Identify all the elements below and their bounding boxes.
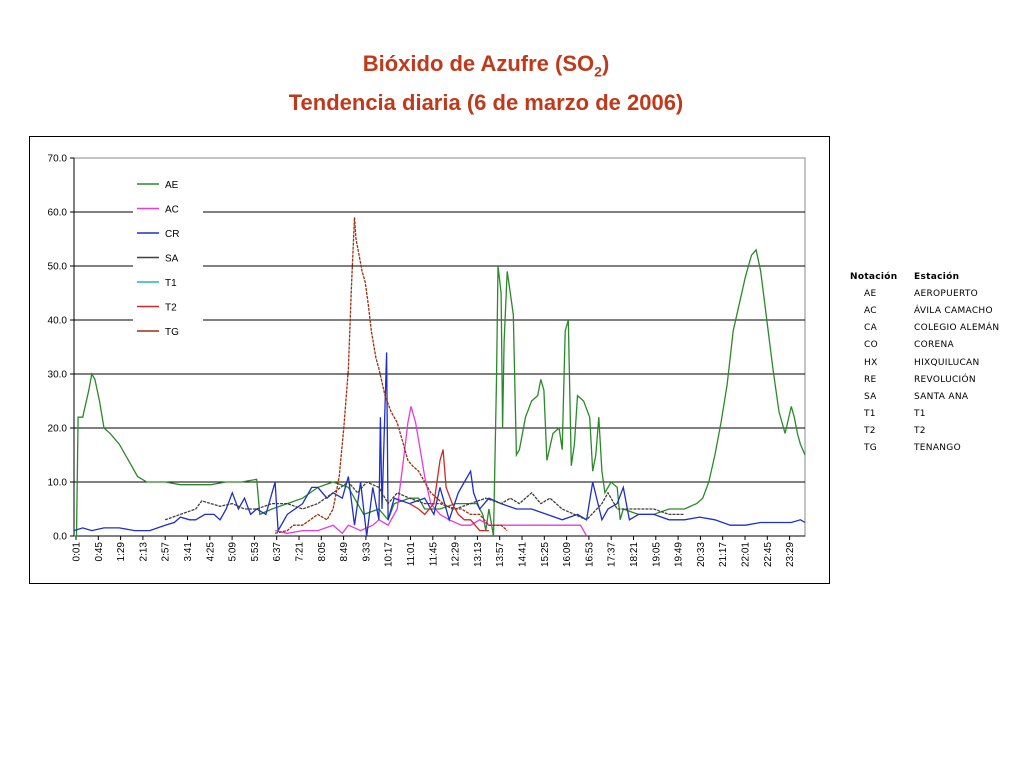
- x-tick-label: 5:53: [250, 542, 261, 562]
- x-tick-label: 9:33: [361, 542, 372, 562]
- station-code: T2: [864, 426, 876, 437]
- station-row: T2 T2: [850, 423, 1020, 440]
- station-code: HX: [864, 357, 878, 368]
- station-table: Notación Estación AE AEROPUERTO AC ÁVILA CA…: [850, 268, 1020, 457]
- x-tick-label: 11:45: [428, 542, 439, 567]
- x-tick-label: 0:01: [72, 542, 83, 562]
- station-name: SANTA ANA: [914, 391, 969, 402]
- legend-label: T1: [165, 278, 177, 289]
- station-code: AE: [864, 288, 877, 299]
- series-line-ac: [274, 406, 588, 537]
- y-tick-label: 30.0: [48, 370, 68, 381]
- x-tick-label: 21:17: [718, 542, 729, 567]
- legend-label: AC: [165, 205, 179, 216]
- x-tick-label: 6:37: [272, 542, 283, 562]
- x-tick-label: 4:25: [205, 542, 216, 562]
- y-tick-label: 0.0: [53, 532, 67, 543]
- station-table-header: Notación Estación: [850, 268, 1020, 285]
- station-name: COLEGIO ALEMÁN: [914, 323, 1000, 334]
- series-line-cr: [73, 352, 806, 537]
- station-row: CA COLEGIO ALEMÁN: [850, 320, 1020, 337]
- station-name: CORENA: [914, 340, 954, 351]
- y-tick-label: 10.0: [48, 478, 68, 489]
- series-line-tg: [274, 217, 508, 534]
- x-tick-label: 8:49: [339, 542, 350, 562]
- x-tick-label: 10:17: [384, 542, 395, 567]
- x-tick-label: 15:25: [540, 542, 551, 567]
- series-line-t2: [409, 449, 489, 532]
- x-tick-label: 12:29: [451, 542, 462, 567]
- station-row: RE REVOLUCIÓN: [850, 371, 1020, 388]
- legend-label: AE: [165, 180, 179, 191]
- x-tick-label: 8:05: [317, 542, 328, 562]
- x-tick-label: 22:01: [741, 542, 752, 567]
- station-name: AEROPUERTO: [914, 288, 979, 299]
- x-tick-label: 23:29: [785, 542, 796, 567]
- station-name: T2: [914, 426, 926, 437]
- station-row: TG TENANGO: [850, 440, 1020, 457]
- header-station: Estación: [914, 271, 960, 282]
- x-tick-label: 0:45: [94, 542, 105, 562]
- x-tick-label: 3:41: [183, 542, 194, 562]
- station-name: ÁVILA CAMACHO: [914, 305, 993, 316]
- y-tick-label: 40.0: [48, 316, 68, 327]
- x-tick-label: 22:45: [763, 542, 774, 567]
- x-tick-label: 16:53: [584, 542, 595, 567]
- title-line-2: Tendencia diaria (6 de marzo de 2006): [288, 90, 684, 116]
- x-tick-label: 5:09: [228, 542, 239, 562]
- x-tick-label: 7:21: [295, 542, 306, 562]
- chart-title: Bióxido de Azufre (SO2) Tendencia diaria…: [0, 48, 972, 119]
- legend-label: CR: [165, 229, 179, 240]
- x-tick-label: 19:05: [651, 542, 662, 567]
- legend-label: SA: [165, 254, 179, 265]
- title-line-1: Bióxido de Azufre (SO2): [362, 51, 610, 80]
- station-row: T1 T1: [850, 406, 1020, 423]
- x-tick-label: 2:13: [138, 542, 149, 562]
- station-name: REVOLUCIÓN: [914, 374, 976, 385]
- station-row: AE AEROPUERTO: [850, 285, 1020, 302]
- series-line-ae: [74, 248, 806, 537]
- x-tick-label: 20:33: [696, 542, 707, 567]
- x-tick-label: 13:13: [473, 542, 484, 567]
- x-tick-label: 1:29: [116, 542, 127, 562]
- station-row: AC ÁVILA CAMACHO: [850, 302, 1020, 319]
- station-name: TENANGO: [914, 443, 961, 454]
- station-row: CO CORENA: [850, 337, 1020, 354]
- x-tick-label: 14:41: [518, 542, 529, 567]
- x-tick-label: 11:01: [406, 542, 417, 567]
- series-line-sa: [164, 481, 685, 521]
- station-name: T1: [914, 409, 926, 420]
- y-tick-label: 70.0: [48, 154, 68, 165]
- legend-label: T2: [165, 303, 177, 314]
- line-chart: 0.0 10.0 20.0 30.0 40.0 50.0 60.0 70.0 0:01 0:45 1…: [48, 154, 806, 567]
- x-tick-label: 17:37: [607, 542, 618, 567]
- y-tick-label: 20.0: [48, 424, 68, 435]
- x-tick-label: 13:57: [495, 542, 506, 567]
- chart-area: 0.0 10.0 20.0 30.0 40.0 50.0 60.0 70.0 0:01 0:45 1…: [29, 136, 830, 584]
- station-name: HIXQUILUCAN: [914, 357, 980, 368]
- station-code: CO: [864, 340, 878, 351]
- x-tick-label: 19:49: [674, 542, 685, 567]
- y-tick-label: 50.0: [48, 262, 68, 273]
- station-code: T1: [864, 409, 876, 420]
- station-code: CA: [864, 323, 878, 334]
- x-tick-label: 16:09: [562, 542, 573, 567]
- header-notation: Notación: [850, 271, 898, 282]
- legend-label: TG: [165, 327, 179, 338]
- x-tick-label: 18:21: [629, 542, 640, 567]
- station-code: RE: [864, 374, 877, 385]
- station-code: AC: [864, 305, 877, 316]
- station-code: TG: [864, 443, 878, 454]
- station-code: SA: [864, 391, 877, 402]
- x-tick-label: 2:57: [161, 542, 172, 562]
- station-row: SA SANTA ANA: [850, 388, 1020, 405]
- y-tick-label: 60.0: [48, 208, 68, 219]
- station-row: HX HIXQUILUCAN: [850, 354, 1020, 371]
